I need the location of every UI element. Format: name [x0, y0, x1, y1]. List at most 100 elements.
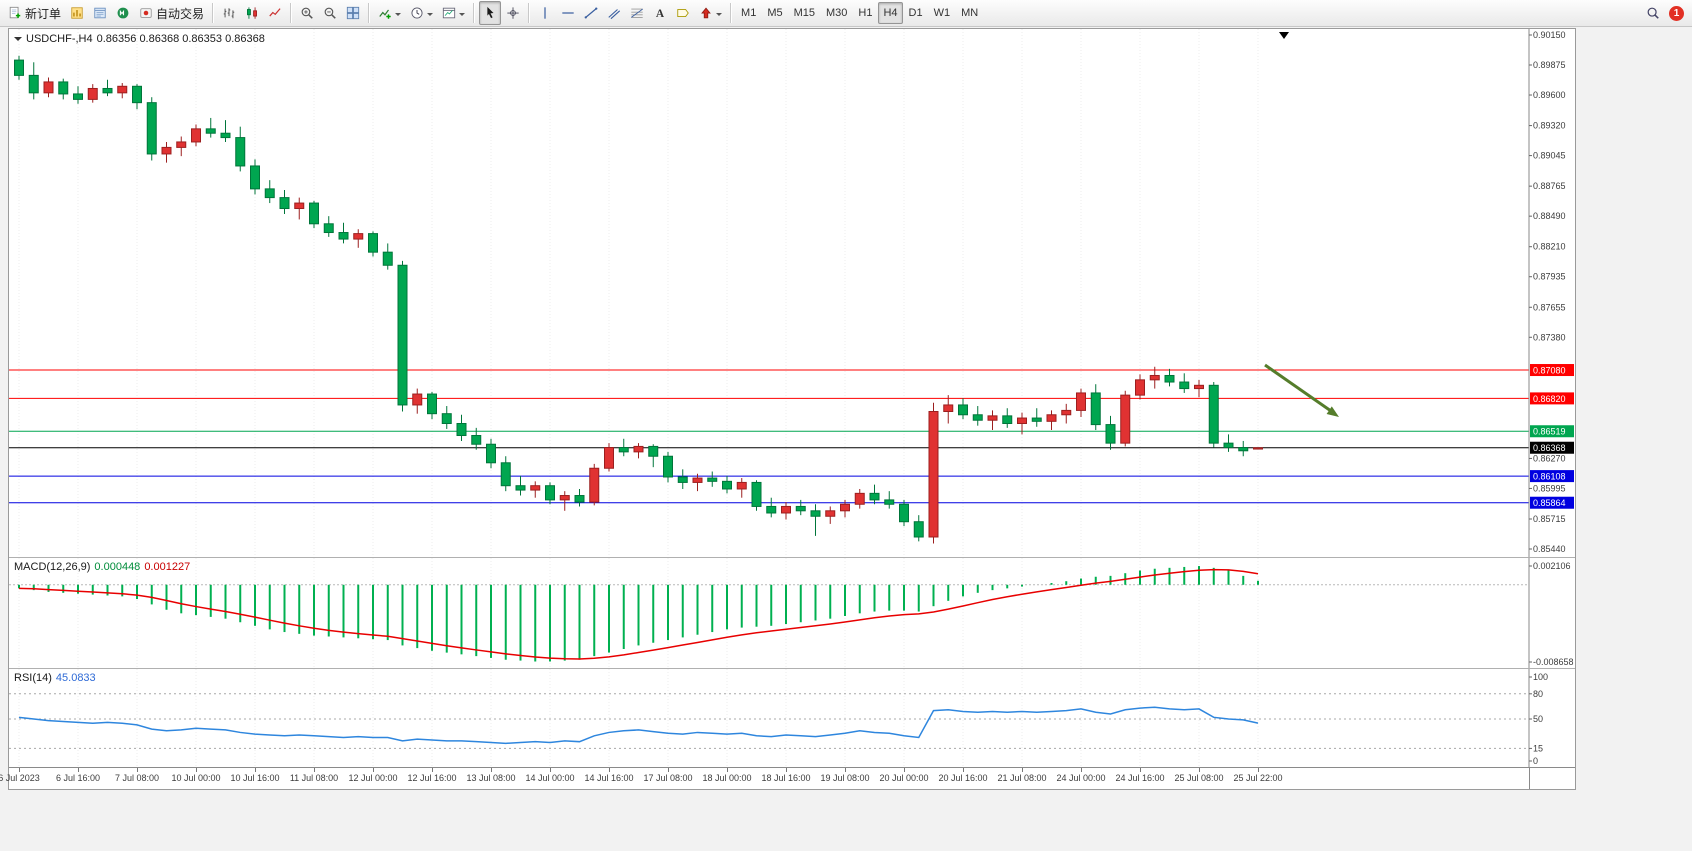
timeframe-h1-button[interactable]: H1 [853, 2, 877, 24]
arrow-object-icon [701, 7, 711, 19]
timeframe-label: M30 [826, 7, 848, 19]
zoom-in-button[interactable] [296, 1, 318, 25]
bar-chart-button[interactable] [218, 1, 240, 25]
timeframe-m1-button[interactable]: M1 [736, 2, 761, 24]
fibonacci-button[interactable] [626, 1, 648, 25]
time-axis[interactable]: 6 Jul 2023 6 Jul 16:00 7 Jul 08:00 10 Jul 0… [0, 767, 1575, 789]
vertical-line-icon [544, 7, 546, 19]
market-watch-button[interactable] [89, 1, 111, 25]
crosshair-button[interactable] [502, 1, 524, 25]
notification-badge[interactable]: 1 [1669, 5, 1684, 21]
price-chart-pane[interactable]: 0.90150 0.89875 0.89600 0.89320 0.89045 0.887… [9, 29, 1575, 557]
time-tick [255, 768, 256, 772]
autotrading-button[interactable]: 自动交易 [135, 1, 208, 25]
timeframe-label: MN [961, 7, 979, 19]
channel-icon [608, 9, 621, 20]
timeframe-h4-button[interactable]: H4 [878, 2, 903, 24]
periods-dropdown-caret [427, 13, 434, 19]
time-label: 10 Jul 16:00 [230, 773, 280, 783]
timeframe-w1-button[interactable]: W1 [929, 2, 956, 24]
text-icon: A [656, 8, 665, 20]
time-tick [432, 768, 433, 772]
chart-window[interactable]: 0.90150 0.89875 0.89600 0.89320 0.89045 0.887… [0, 28, 1576, 790]
svg-text:0.86270: 0.86270 [1533, 453, 1566, 463]
time-tick [904, 768, 905, 772]
time-label: 11 Jul 08:00 [289, 773, 339, 783]
time-tick [373, 768, 374, 772]
toolbar-separator [528, 3, 531, 23]
svg-text:0.89045: 0.89045 [1533, 151, 1566, 161]
periods-button[interactable] [406, 1, 437, 25]
time-label: 6 Jul 2023 [0, 773, 40, 783]
time-label: 25 Jul 08:00 [1174, 773, 1224, 783]
svg-text:0.89600: 0.89600 [1533, 90, 1566, 100]
svg-text:0.88490: 0.88490 [1533, 211, 1566, 221]
zoom-out-button[interactable] [319, 1, 341, 25]
channel-button[interactable] [603, 1, 625, 25]
time-tick [1258, 768, 1259, 772]
horizontal-line-button[interactable] [557, 1, 579, 25]
mql5-community-button[interactable] [112, 1, 134, 25]
search-button[interactable] [1642, 1, 1664, 25]
vertical-line-button[interactable] [534, 1, 556, 25]
line-chart-button[interactable] [264, 1, 286, 25]
pane-splitter[interactable] [9, 557, 1575, 558]
cursor-button[interactable] [479, 1, 502, 25]
arrows-button[interactable] [695, 1, 726, 25]
time-label: 12 Jul 00:00 [348, 773, 398, 783]
time-tick [314, 768, 315, 772]
svg-text:0.86820: 0.86820 [1533, 394, 1566, 404]
toolbar-separator [212, 3, 215, 23]
indicators-button[interactable] [374, 1, 405, 25]
svg-text:0: 0 [1533, 756, 1538, 766]
svg-text:0.86368: 0.86368 [1533, 443, 1566, 453]
time-label: 6 Jul 16:00 [55, 773, 101, 783]
templates-button[interactable] [438, 1, 469, 25]
timeframe-m30-button[interactable]: M30 [821, 2, 852, 24]
time-label: 19 Jul 08:00 [820, 773, 870, 783]
svg-text:0.85864: 0.85864 [1533, 498, 1566, 508]
candlestick-chart-button[interactable] [241, 1, 263, 25]
crosshair-icon [507, 7, 519, 19]
templates-dropdown-caret [459, 13, 466, 19]
time-label: 14 Jul 00:00 [525, 773, 575, 783]
charts-icon [71, 7, 83, 19]
svg-text:0.86108: 0.86108 [1533, 472, 1566, 482]
time-tick [196, 768, 197, 772]
text-button[interactable]: A [649, 1, 671, 25]
candlestick-chart-icon [247, 7, 258, 19]
timeframe-mn-button[interactable]: MN [956, 2, 983, 24]
toolbar-separator [730, 3, 733, 23]
charts-button[interactable] [66, 1, 88, 25]
macd-pane[interactable]: 0.002106 -0.008658 [9, 558, 1575, 668]
market-watch-icon [94, 7, 106, 19]
trendline-button[interactable] [580, 1, 602, 25]
label-button[interactable] [672, 1, 694, 25]
svg-text:80: 80 [1533, 689, 1543, 699]
new-order-button[interactable]: 新订单 [4, 1, 65, 25]
autotrading-label: 自动交易 [156, 6, 205, 21]
fibonacci-icon [631, 8, 643, 18]
svg-text:0.85440: 0.85440 [1533, 544, 1566, 554]
time-label: 24 Jul 16:00 [1115, 773, 1165, 783]
time-tick [78, 768, 79, 772]
pane-splitter[interactable] [9, 668, 1575, 669]
time-label: 14 Jul 16:00 [584, 773, 634, 783]
rsi-pane[interactable]: 100 80 50 15 0 [9, 669, 1575, 767]
search-icon [1647, 7, 1659, 19]
time-tick [1081, 768, 1082, 772]
timeframe-label: H4 [883, 7, 898, 19]
timeframe-m5-button[interactable]: M5 [762, 2, 787, 24]
time-tick [1022, 768, 1023, 772]
time-label: 13 Jul 08:00 [466, 773, 516, 783]
clock-icon [411, 7, 423, 19]
time-label: 18 Jul 16:00 [761, 773, 811, 783]
tile-windows-button[interactable] [342, 1, 364, 25]
svg-text:0.89875: 0.89875 [1533, 60, 1566, 70]
toolbar-separator [368, 3, 371, 23]
timeframe-d1-button[interactable]: D1 [904, 2, 928, 24]
autotrading-icon [140, 8, 152, 18]
timeframe-m15-button[interactable]: M15 [789, 2, 820, 24]
svg-text:0.85715: 0.85715 [1533, 514, 1566, 524]
svg-text:A: A [656, 8, 665, 20]
